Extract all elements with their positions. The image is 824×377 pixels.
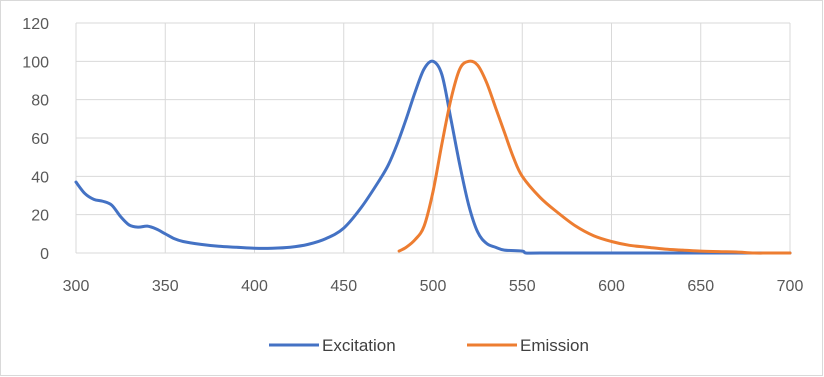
y-tick-label: 80 bbox=[31, 93, 49, 110]
x-tick-label: 350 bbox=[152, 278, 179, 295]
x-tick-label: 400 bbox=[241, 278, 268, 295]
series-line-excitation bbox=[74, 59, 792, 255]
y-tick-label: 20 bbox=[31, 208, 49, 225]
y-axis-ticks: 0 20 40 60 80 100 120 bbox=[22, 16, 49, 263]
x-tick-label: 700 bbox=[777, 278, 804, 295]
y-tick-label: 40 bbox=[31, 169, 49, 186]
series-layer bbox=[74, 59, 792, 255]
series-line-emission bbox=[397, 59, 792, 255]
gridlines bbox=[75, 22, 791, 254]
y-tick-label: 60 bbox=[31, 131, 49, 148]
x-tick-label: 600 bbox=[598, 278, 625, 295]
legend-label: Excitation bbox=[322, 336, 396, 355]
x-tick-label: 450 bbox=[330, 278, 357, 295]
legend-label: Emission bbox=[520, 336, 589, 355]
y-tick-label: 100 bbox=[22, 54, 49, 71]
legend: Excitation Emission bbox=[269, 336, 589, 355]
y-tick-label: 0 bbox=[40, 246, 49, 263]
x-tick-label: 650 bbox=[687, 278, 714, 295]
x-tick-label: 550 bbox=[509, 278, 536, 295]
x-tick-label: 300 bbox=[63, 278, 90, 295]
x-tick-label: 500 bbox=[420, 278, 447, 295]
y-tick-label: 120 bbox=[22, 16, 49, 33]
legend-item-emission: Emission bbox=[467, 336, 589, 355]
x-axis-ticks: 300 350 400 450 500 550 600 650 700 bbox=[63, 278, 804, 295]
legend-item-excitation: Excitation bbox=[269, 336, 396, 355]
